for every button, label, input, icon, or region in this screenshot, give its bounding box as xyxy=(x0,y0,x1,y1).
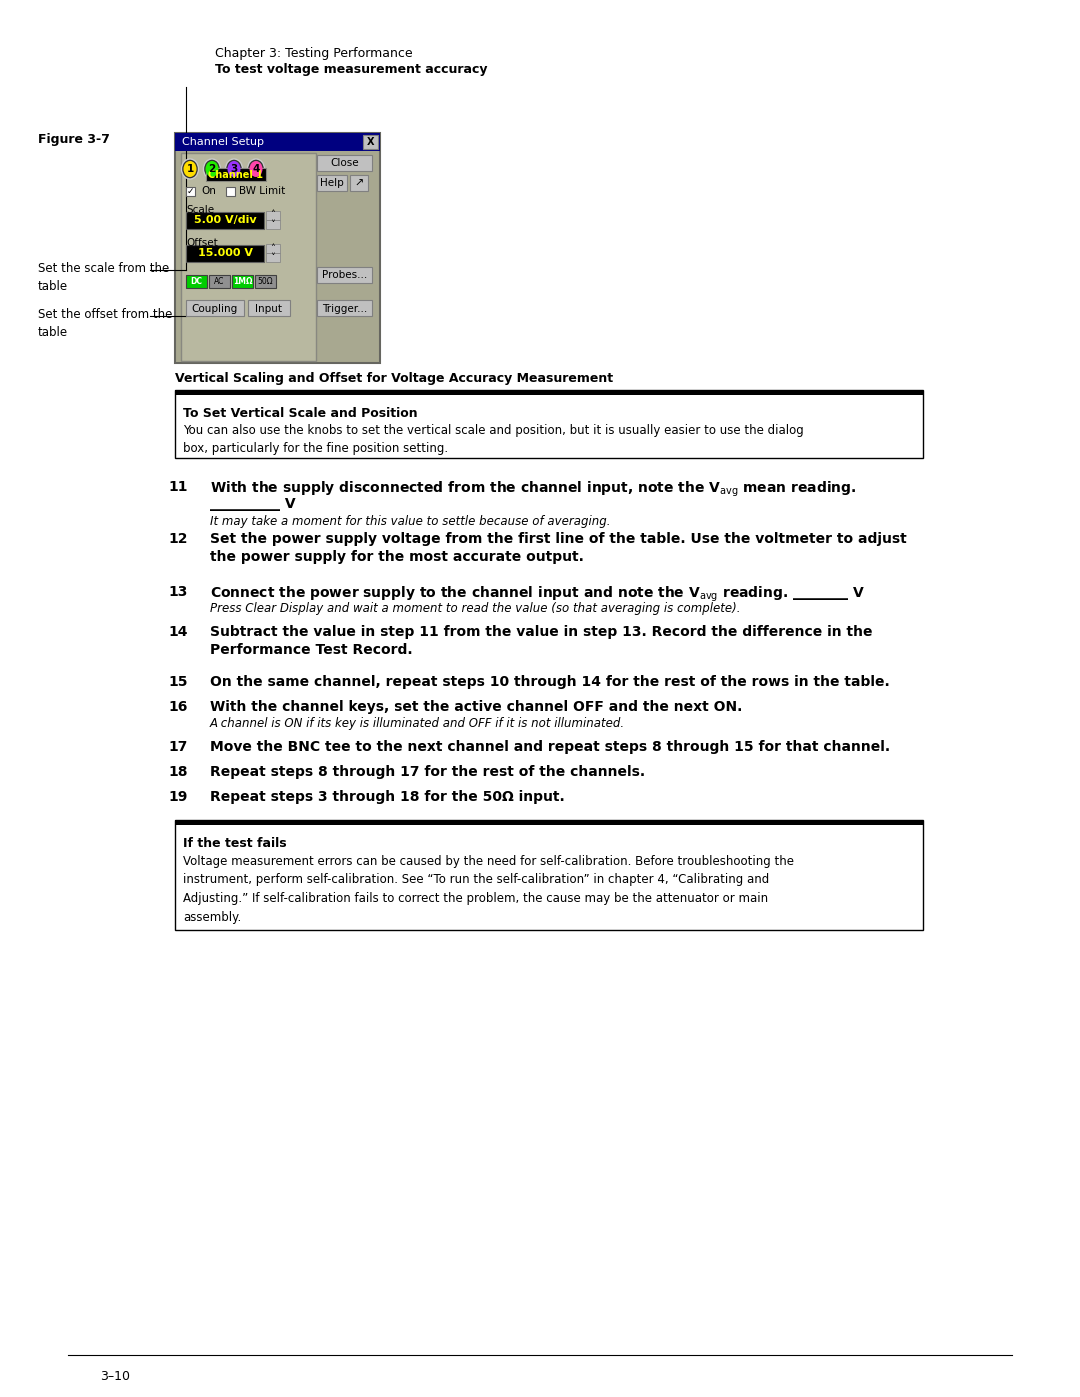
Ellipse shape xyxy=(181,159,199,179)
Text: 16: 16 xyxy=(168,700,187,714)
Text: On the same channel, repeat steps 10 through 14 for the rest of the rows in the : On the same channel, repeat steps 10 thr… xyxy=(210,675,890,689)
Ellipse shape xyxy=(247,159,265,179)
Text: Repeat steps 3 through 18 for the 50Ω input.: Repeat steps 3 through 18 for the 50Ω in… xyxy=(210,789,565,805)
Text: Voltage measurement errors can be caused by the need for self-calibration. Befor: Voltage measurement errors can be caused… xyxy=(183,855,794,923)
Text: Press Clear Display and wait a moment to read the value (so that averaging is co: Press Clear Display and wait a moment to… xyxy=(210,602,741,615)
Bar xyxy=(206,168,266,182)
Text: 14: 14 xyxy=(168,624,188,638)
Text: To Set Vertical Scale and Position: To Set Vertical Scale and Position xyxy=(183,407,418,420)
Bar xyxy=(175,820,923,930)
Text: 50Ω: 50Ω xyxy=(258,277,273,286)
Text: Close: Close xyxy=(330,158,360,169)
Text: To test voltage measurement accuracy: To test voltage measurement accuracy xyxy=(215,63,487,75)
Bar xyxy=(175,133,380,363)
Text: AC: AC xyxy=(214,277,225,286)
Ellipse shape xyxy=(226,159,243,179)
Text: Coupling: Coupling xyxy=(192,303,238,313)
Text: 2: 2 xyxy=(208,163,216,175)
Bar xyxy=(226,187,235,196)
Text: 15.000 V: 15.000 V xyxy=(198,249,253,258)
Text: Subtract the value in step 11 from the value in step 13. Record the difference i: Subtract the value in step 11 from the v… xyxy=(210,624,873,658)
Text: It may take a moment for this value to settle because of averaging.: It may take a moment for this value to s… xyxy=(210,515,610,528)
Ellipse shape xyxy=(184,161,197,177)
Text: ˅: ˅ xyxy=(271,253,275,263)
Text: 1: 1 xyxy=(187,163,193,175)
Text: With the supply disconnected from the channel input, note the V$_{\mathrm{avg}}$: With the supply disconnected from the ch… xyxy=(210,481,856,499)
Bar xyxy=(186,212,264,229)
Bar xyxy=(175,820,923,826)
Text: 15: 15 xyxy=(168,675,188,689)
Text: Repeat steps 8 through 17 for the rest of the channels.: Repeat steps 8 through 17 for the rest o… xyxy=(210,766,645,780)
Text: Input: Input xyxy=(256,303,283,313)
Text: 5.00 V/div: 5.00 V/div xyxy=(193,215,256,225)
Bar xyxy=(210,275,230,288)
Bar xyxy=(363,136,378,149)
Ellipse shape xyxy=(203,159,220,179)
Bar xyxy=(232,275,253,288)
Text: Channel 1: Channel 1 xyxy=(208,170,264,180)
Bar xyxy=(248,300,291,316)
Bar xyxy=(266,244,280,253)
Text: Connect the power supply to the channel input and note the V$_{\mathrm{avg}}$ re: Connect the power supply to the channel … xyxy=(210,585,865,605)
Bar xyxy=(318,175,347,191)
Text: On: On xyxy=(201,187,216,197)
Text: With the channel keys, set the active channel OFF and the next ON.: With the channel keys, set the active ch… xyxy=(210,700,742,714)
Text: ˅: ˅ xyxy=(271,219,275,231)
Bar xyxy=(175,390,923,458)
Text: 13: 13 xyxy=(168,585,187,599)
Bar xyxy=(350,175,368,191)
Text: 17: 17 xyxy=(168,740,187,754)
Text: X: X xyxy=(367,137,375,147)
Text: You can also use the knobs to set the vertical scale and position, but it is usu: You can also use the knobs to set the ve… xyxy=(183,425,804,455)
Text: Channel Setup: Channel Setup xyxy=(183,137,264,147)
Text: Help: Help xyxy=(320,179,343,189)
Text: 3: 3 xyxy=(230,163,238,175)
Ellipse shape xyxy=(249,161,262,177)
Text: Scale: Scale xyxy=(186,205,214,215)
Bar xyxy=(181,154,316,360)
Text: Chapter 3: Testing Performance: Chapter 3: Testing Performance xyxy=(215,47,413,60)
Bar xyxy=(186,187,195,196)
Text: ↗: ↗ xyxy=(354,179,364,189)
Text: 12: 12 xyxy=(168,532,188,546)
Bar xyxy=(175,390,923,395)
Ellipse shape xyxy=(205,161,218,177)
Bar xyxy=(318,267,372,284)
Text: 1MΩ: 1MΩ xyxy=(233,277,253,286)
Bar xyxy=(266,219,280,229)
Bar xyxy=(318,300,372,316)
Text: Set the scale from the
table: Set the scale from the table xyxy=(38,263,170,293)
Text: DC: DC xyxy=(190,277,203,286)
Text: 3–10: 3–10 xyxy=(100,1370,130,1383)
Text: Probes...: Probes... xyxy=(322,271,367,281)
Bar xyxy=(186,244,264,263)
Text: ˄: ˄ xyxy=(271,243,275,253)
Text: ✓: ✓ xyxy=(187,187,194,196)
Text: Figure 3-7: Figure 3-7 xyxy=(38,133,110,147)
Bar xyxy=(266,253,280,263)
Bar xyxy=(186,275,207,288)
Text: 18: 18 xyxy=(168,766,188,780)
Text: Move the BNC tee to the next channel and repeat steps 8 through 15 for that chan: Move the BNC tee to the next channel and… xyxy=(210,740,890,754)
Text: Vertical Scaling and Offset for Voltage Accuracy Measurement: Vertical Scaling and Offset for Voltage … xyxy=(175,372,613,386)
Text: A channel is ON if its key is illuminated and OFF if it is not illuminated.: A channel is ON if its key is illuminate… xyxy=(210,717,625,731)
Ellipse shape xyxy=(228,161,241,177)
Bar xyxy=(318,155,372,170)
Text: If the test fails: If the test fails xyxy=(183,837,286,849)
Bar xyxy=(255,275,276,288)
Text: BW Limit: BW Limit xyxy=(239,187,285,197)
Text: Set the power supply voltage from the first line of the table. Use the voltmeter: Set the power supply voltage from the fi… xyxy=(210,532,907,564)
Text: ˄: ˄ xyxy=(271,211,275,221)
Text: 4: 4 xyxy=(253,163,259,175)
Text: 11: 11 xyxy=(168,481,188,495)
Text: __________ V: __________ V xyxy=(210,497,296,511)
Text: Offset: Offset xyxy=(186,237,218,249)
Text: Set the offset from the
table: Set the offset from the table xyxy=(38,307,173,339)
Text: Trigger...: Trigger... xyxy=(322,303,367,313)
Bar xyxy=(175,133,380,151)
Bar xyxy=(266,211,280,219)
Bar xyxy=(186,300,244,316)
Text: 19: 19 xyxy=(168,789,187,805)
